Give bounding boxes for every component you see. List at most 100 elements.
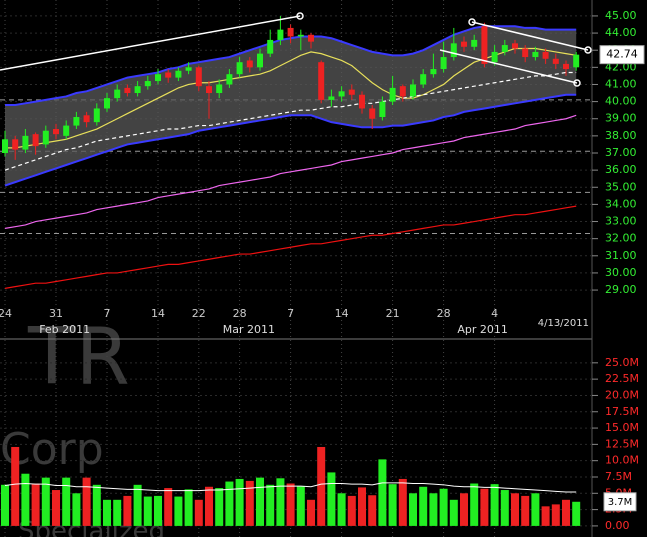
volume-bar — [551, 504, 560, 526]
volume-bar — [449, 499, 458, 526]
candle-body — [552, 58, 559, 64]
candle-body — [461, 41, 467, 47]
candle-body — [338, 91, 345, 97]
volume-bar — [388, 484, 397, 526]
y-tick-label: 39.00 — [605, 112, 637, 125]
volume-bar — [92, 484, 101, 526]
candle-body — [277, 29, 284, 40]
candle-body — [430, 69, 437, 75]
volume-tag: 3.7M — [608, 497, 633, 508]
candle-body — [522, 48, 529, 58]
candle-body — [134, 86, 141, 94]
trend-handle — [468, 18, 476, 26]
candle-body — [53, 129, 59, 135]
band-line — [4, 93, 577, 187]
volume-bar — [276, 478, 285, 526]
candle-body — [165, 72, 172, 78]
x-tick-label: 31 — [49, 307, 63, 320]
candle-body — [104, 98, 110, 109]
candle-body — [512, 43, 518, 49]
volume-bar — [52, 490, 60, 526]
candle-body — [114, 89, 121, 99]
volume-bar — [103, 499, 111, 526]
y-tick-label: 34.00 — [605, 197, 637, 210]
volume-bar — [235, 478, 244, 526]
candle-body — [440, 57, 447, 70]
volume-bar — [62, 477, 71, 526]
y-tick-label: 29.00 — [605, 283, 637, 296]
candle-body — [83, 115, 90, 123]
candle-body — [175, 70, 182, 78]
x-tick-label: 14 — [151, 307, 165, 320]
candle-body — [420, 74, 427, 85]
volume-bar — [429, 493, 438, 526]
x-tick-label: 4 — [491, 307, 498, 320]
candle-body — [481, 26, 488, 64]
volume-bar — [266, 484, 275, 526]
x-tick-label: 7 — [104, 307, 111, 320]
candle-body — [63, 125, 70, 136]
volume-bar — [327, 472, 336, 526]
trend-handle — [296, 12, 304, 20]
candle-body — [532, 51, 539, 58]
volume-bar — [11, 446, 20, 526]
trend-handle — [584, 46, 592, 54]
volume-bar — [470, 483, 479, 526]
x-tick-label: 14 — [335, 307, 349, 320]
volume-bar — [205, 486, 213, 526]
candle-body — [226, 74, 233, 85]
volume-bar — [409, 493, 417, 526]
volume-bar — [113, 499, 122, 526]
candle-body — [287, 27, 294, 37]
volume-bar — [1, 484, 9, 526]
trend-line — [439, 49, 578, 84]
candle-body — [124, 87, 131, 94]
candle-body — [297, 34, 304, 37]
volume-bar — [143, 496, 152, 526]
watermark-sector: Specialized — [18, 517, 165, 537]
y-tick-label: 33.00 — [605, 215, 637, 228]
candle-body — [155, 74, 161, 82]
y-tick-label: 25.0M — [605, 356, 639, 369]
candle-body — [501, 45, 508, 52]
candle-body — [257, 53, 263, 68]
volume-bar — [490, 484, 499, 526]
candle-body — [195, 67, 202, 87]
volume-tag-box — [603, 492, 637, 512]
candle-body — [379, 101, 386, 118]
volume-bar — [500, 490, 509, 526]
trend-line — [0, 15, 301, 71]
candle-body — [73, 117, 80, 126]
volume-bar — [337, 493, 346, 526]
y-tick-label: 31.00 — [605, 249, 637, 262]
volume-bar — [154, 495, 162, 526]
volume-bar — [347, 495, 356, 526]
volume-bar — [72, 493, 81, 526]
candle-body — [318, 62, 325, 100]
x-tick-label: 7 — [287, 307, 294, 320]
candle-body — [185, 67, 192, 71]
y-tick-label: 41.00 — [605, 77, 637, 90]
trend-lines — [0, 12, 592, 87]
y-tick-label: 10.0M — [605, 454, 639, 467]
candle-body — [216, 84, 223, 94]
candle-body — [12, 139, 19, 150]
overlay-line — [4, 205, 577, 289]
x-tick-label: 22 — [192, 307, 206, 320]
candle-body — [359, 94, 365, 109]
x-tick-label: 24 — [0, 307, 12, 320]
candle-body — [491, 51, 498, 63]
volume-bar — [460, 493, 468, 526]
y-tick-label: 32.00 — [605, 232, 637, 245]
y-tick-label: 35.00 — [605, 180, 637, 193]
y-tick-label: 38.00 — [605, 129, 637, 142]
volume-bar — [225, 481, 234, 526]
candle-body — [308, 34, 314, 42]
volume-bar — [245, 480, 254, 526]
month-label: Apr 2011 — [457, 323, 508, 336]
volume-bar — [521, 495, 530, 526]
candle-body — [369, 108, 376, 119]
volume-bar — [256, 477, 264, 526]
